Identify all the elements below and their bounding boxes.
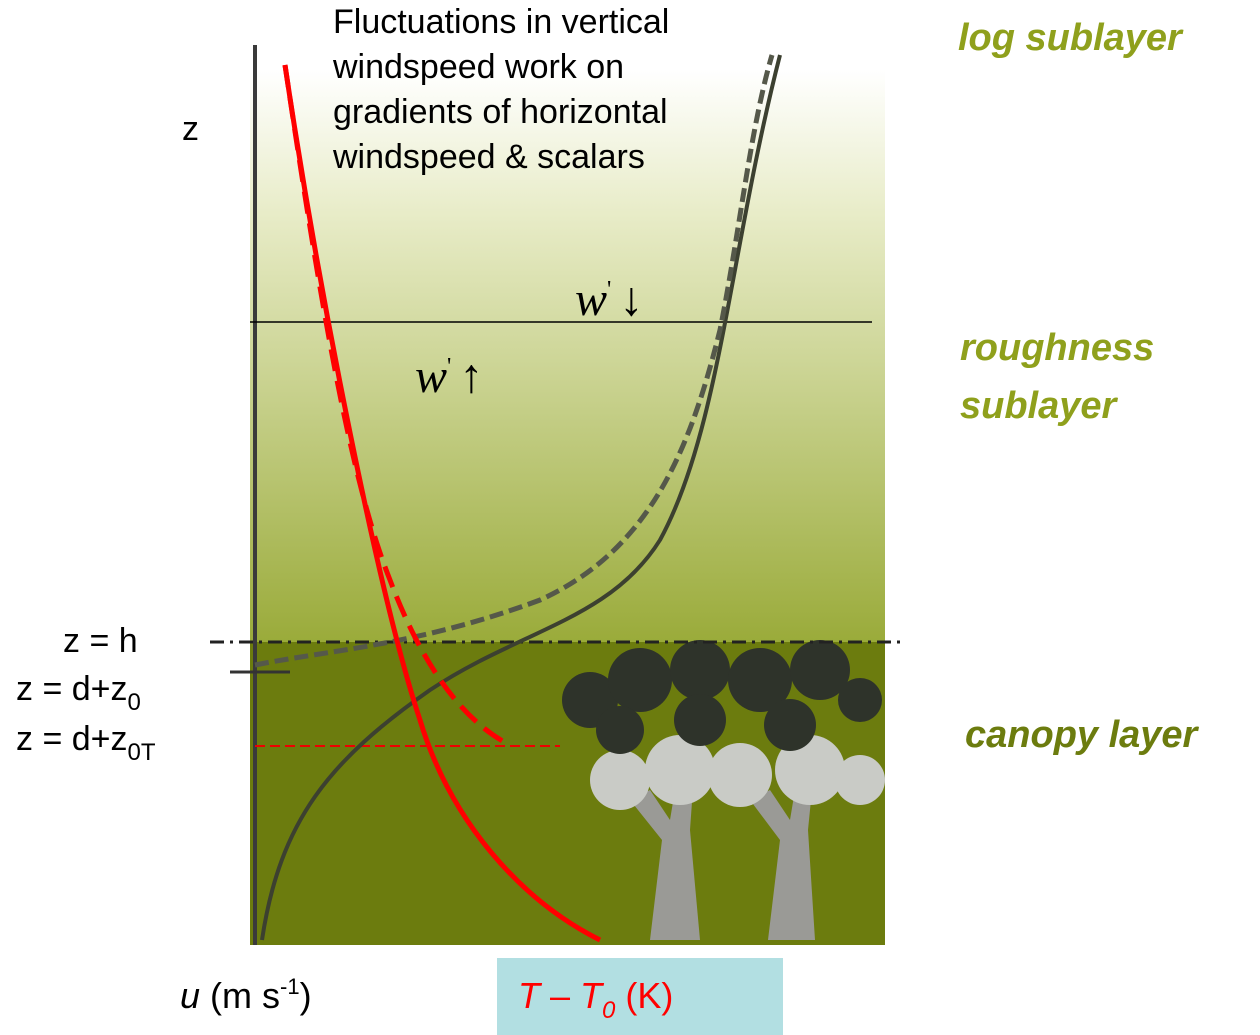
- u-close: ): [300, 975, 312, 1016]
- t-dash: –: [540, 975, 580, 1016]
- height-label: z = d+z0: [16, 670, 141, 716]
- layer-label: roughness: [960, 327, 1154, 369]
- height-label: z = d+z0T: [16, 720, 156, 766]
- height-sub: 0T: [128, 739, 156, 766]
- u-sup: -1: [280, 974, 300, 999]
- annotation-line: windspeed work on: [332, 48, 624, 86]
- flux-symbol: w: [415, 350, 447, 403]
- flux-prime: ': [447, 354, 451, 380]
- t-sub: 0: [602, 997, 616, 1024]
- annotation-line: Fluctuations in vertical: [333, 3, 669, 41]
- layer-label: sublayer: [960, 385, 1119, 427]
- annotation-line: windspeed & scalars: [332, 138, 645, 176]
- u-axis-label: u (m s-1): [180, 974, 312, 1016]
- height-sub: 0: [128, 689, 141, 716]
- z-label: z: [182, 110, 199, 148]
- u-symbol: u: [180, 975, 200, 1016]
- height-text: z = d+z: [16, 720, 128, 758]
- flux-prime: ': [607, 277, 611, 303]
- flux-arrow: ↓: [619, 273, 643, 326]
- flux-symbol: w: [575, 273, 607, 326]
- flux-arrow: ↑: [459, 350, 483, 403]
- u-unit: (m s: [200, 975, 280, 1016]
- height-text: z = d+z: [16, 670, 128, 708]
- annotation-line: gradients of horizontal: [333, 93, 668, 131]
- t-unit: (K): [615, 975, 673, 1016]
- layer-label: canopy layer: [965, 714, 1200, 756]
- layer-label: log sublayer: [958, 17, 1184, 59]
- diagram: Fluctuations in vertical windspeed work …: [0, 0, 1260, 1035]
- height-label: z = h: [63, 622, 138, 660]
